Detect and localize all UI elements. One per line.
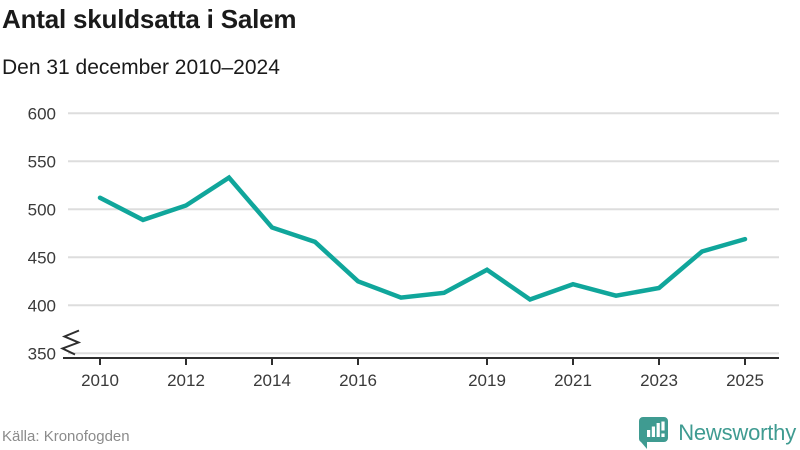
newsworthy-logo: Newsworthy — [639, 416, 796, 450]
x-tick-label: 2019 — [468, 371, 506, 390]
bar-chart-speech-bubble-icon — [639, 417, 669, 449]
y-tick-label: 500 — [28, 200, 56, 219]
y-tick-label: 550 — [28, 152, 56, 171]
x-tick-label: 2016 — [339, 371, 377, 390]
y-tick-label: 350 — [28, 344, 56, 363]
x-tick-label: 2021 — [554, 371, 592, 390]
y-tick-label: 400 — [28, 296, 56, 315]
x-tick-label: 2010 — [81, 371, 119, 390]
page-title: Antal skuldsatta i Salem — [2, 4, 297, 34]
source-label: Källa: Kronofogden — [2, 428, 130, 445]
axis-break-zigzag-icon — [59, 329, 82, 356]
y-tick-label: 600 — [28, 104, 56, 123]
x-tick-label: 2012 — [167, 371, 205, 390]
x-tick-label: 2023 — [640, 371, 678, 390]
x-tick-label: 2014 — [253, 371, 291, 390]
brand-name: Newsworthy — [678, 420, 796, 445]
x-tick-label: 2025 — [726, 371, 764, 390]
y-tick-label: 450 — [28, 248, 56, 267]
page-subtitle: Den 31 december 2010–2024 — [2, 56, 280, 79]
data-series-line — [97, 174, 748, 303]
